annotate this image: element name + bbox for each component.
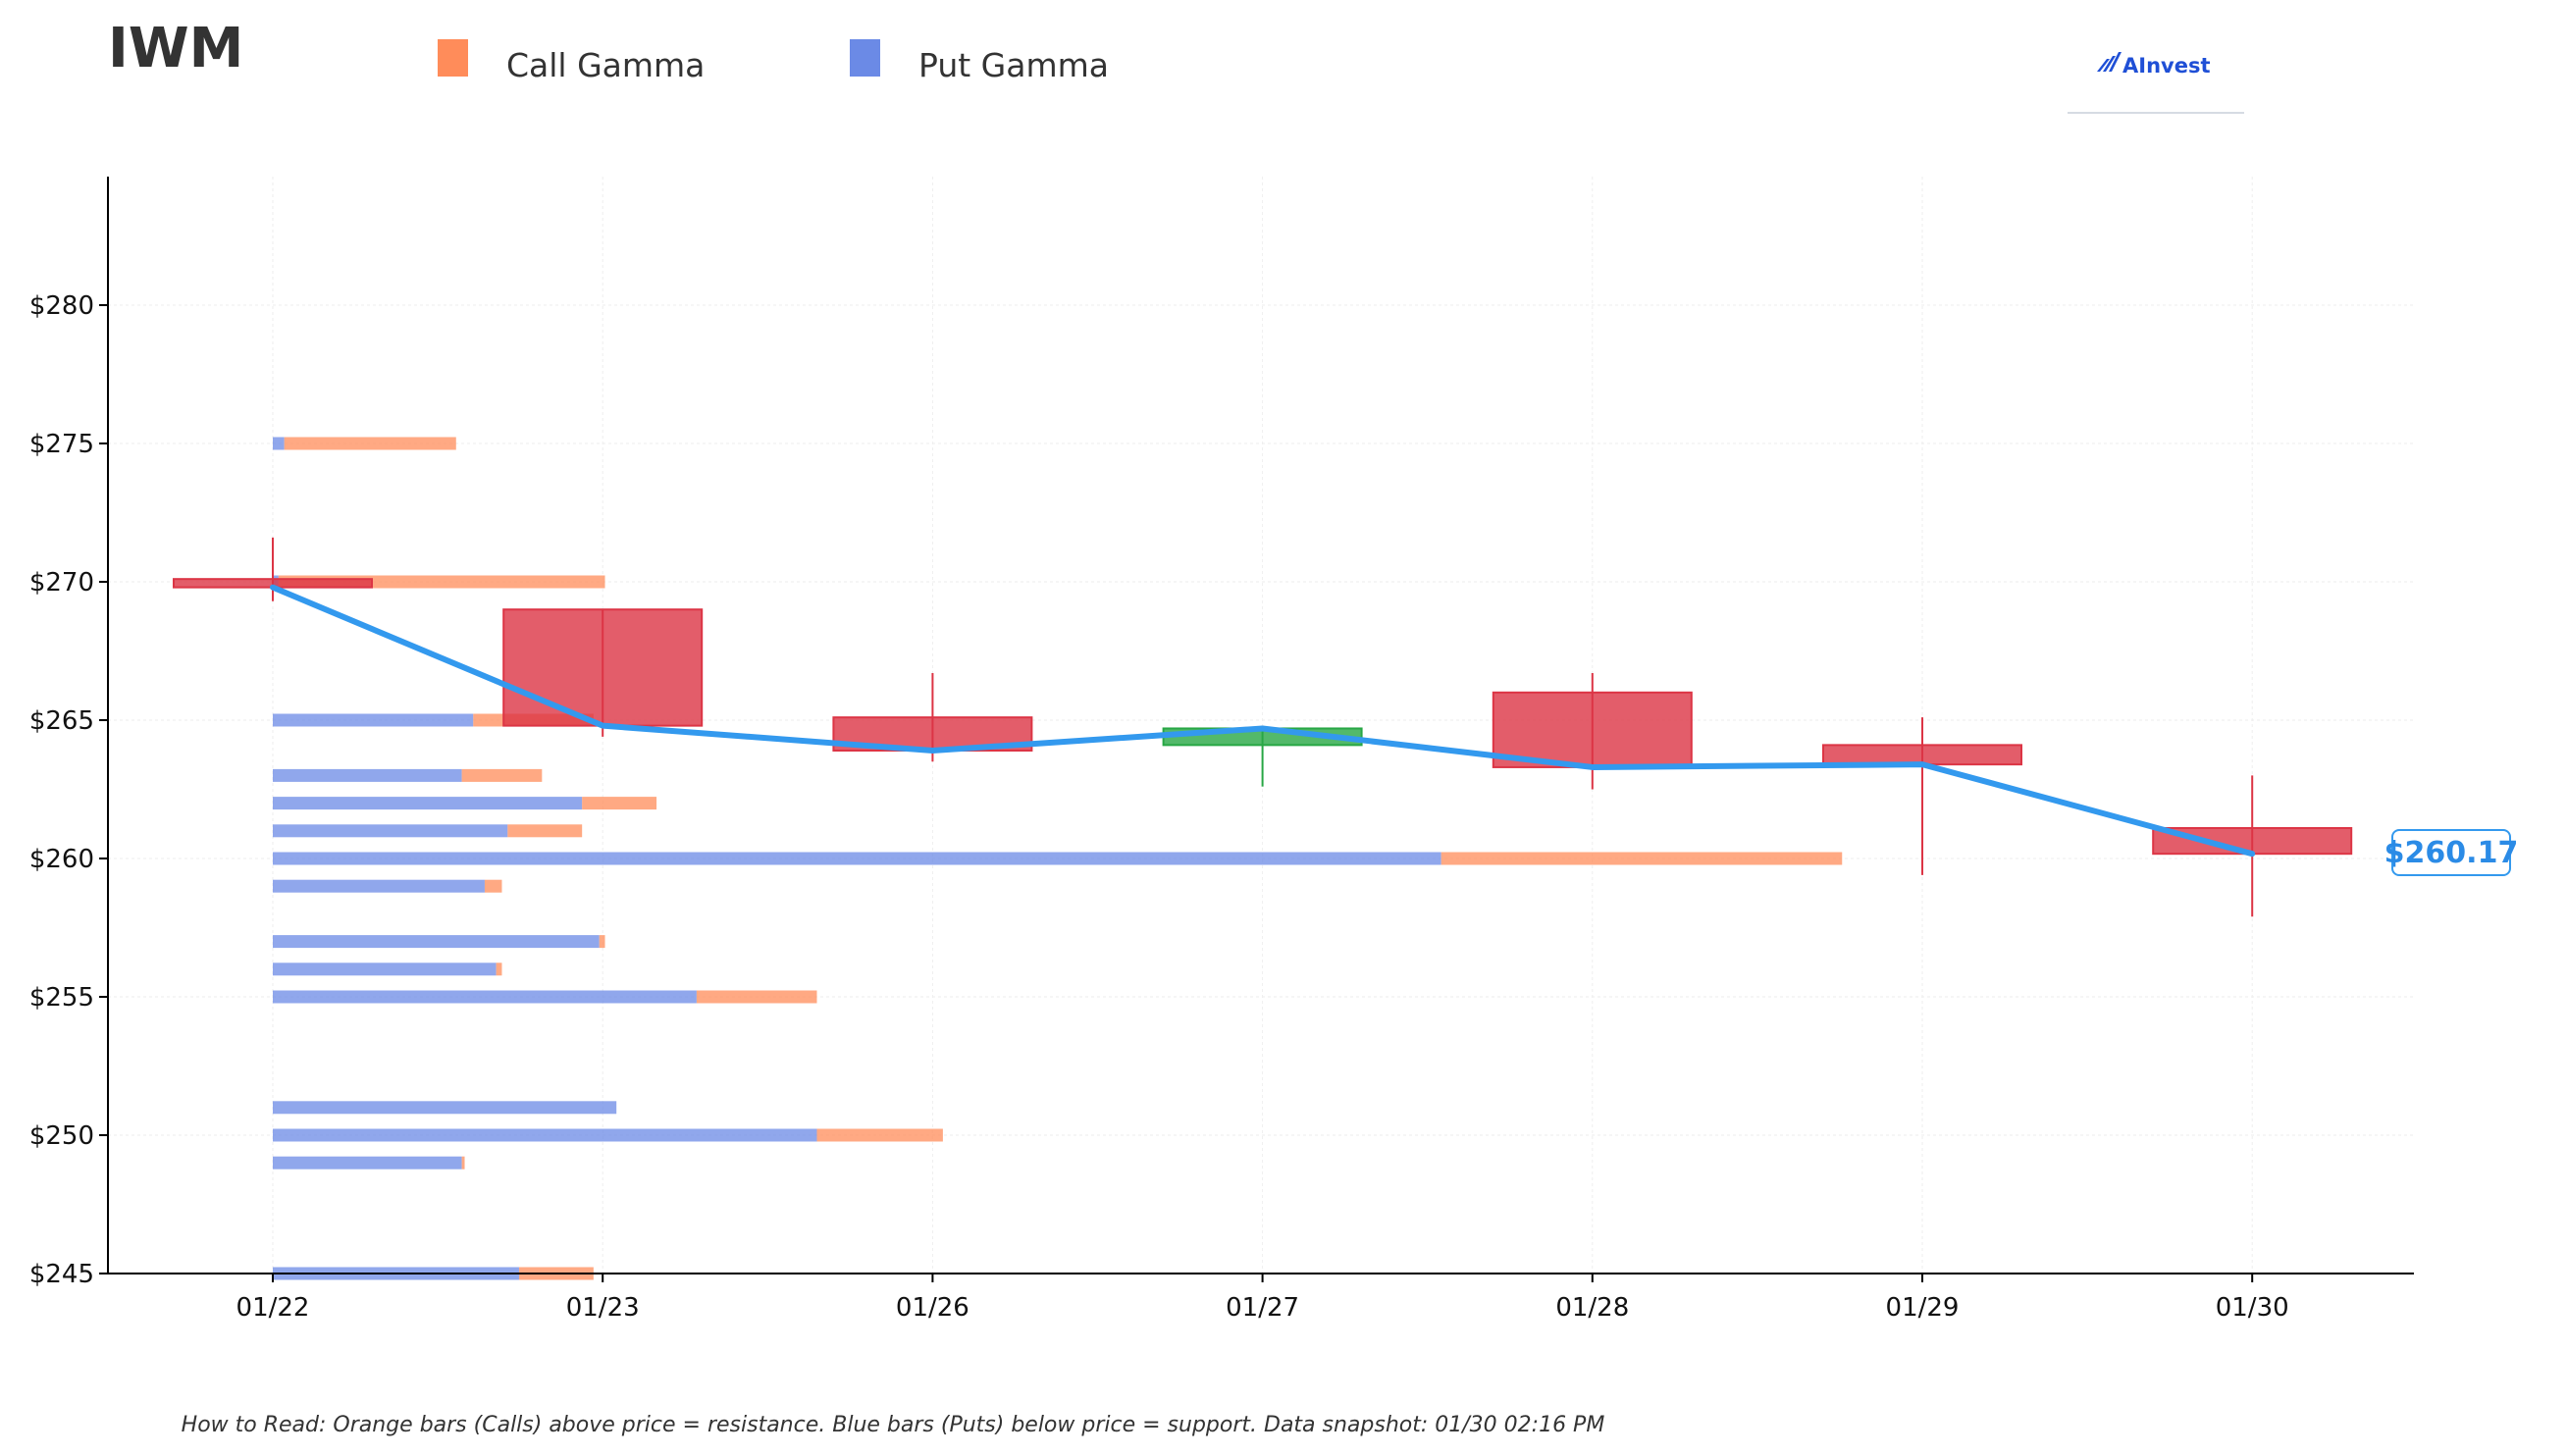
footnote: How to Read: Orange bars (Calls) above p…	[182, 1413, 1605, 1437]
legend: Call Gamma Put Gamma	[438, 39, 1109, 84]
y-tick-label: $275	[29, 430, 94, 459]
price-line	[270, 584, 2256, 858]
x-tick-label: 01/29	[1886, 1293, 1960, 1323]
put-gamma-legend-label: Put Gamma	[918, 46, 1109, 84]
put-gamma-bar	[273, 797, 583, 810]
call-gamma-bar	[1441, 852, 1843, 865]
call-gamma-bar	[461, 768, 543, 782]
y-tick-label: $280	[29, 291, 94, 321]
current-price-box	[2391, 829, 2511, 876]
call-gamma-legend-swatch	[438, 39, 468, 77]
put-gamma-bar	[273, 852, 1441, 865]
tick-labels: 01/22 01/23 01/26 01/27 01/28 01/29 01/30 $245 $…	[29, 291, 2289, 1323]
call-gamma-bar	[696, 990, 817, 1004]
x-tick-label: 01/27	[1226, 1293, 1299, 1323]
call-gamma-bar	[816, 1128, 943, 1142]
put-gamma-bar	[273, 1156, 462, 1170]
x-tick-label: 01/22	[236, 1293, 310, 1323]
call-gamma-bar	[284, 437, 456, 450]
put-gamma-bar	[273, 990, 697, 1004]
call-gamma-bar	[507, 824, 583, 838]
put-gamma-bar	[273, 824, 508, 838]
call-gamma-bar	[599, 935, 605, 949]
y-tick-label: $250	[29, 1121, 94, 1151]
axes	[107, 177, 2414, 1274]
price-line-layer	[270, 584, 2256, 858]
candle-body	[2152, 826, 2353, 856]
put-gamma-bar	[273, 437, 285, 450]
x-tick-label: 01/30	[2216, 1293, 2289, 1323]
x-tick-label: 01/26	[896, 1293, 969, 1323]
call-gamma-bar	[484, 879, 502, 893]
put-gamma-bar	[273, 879, 485, 893]
put-gamma-bar	[273, 713, 474, 727]
put-gamma-bar	[273, 1128, 817, 1142]
y-tick-label: $255	[29, 983, 94, 1013]
current-price-tag: $260.17	[2384, 829, 2519, 876]
y-tick-label: $270	[29, 568, 94, 598]
x-tick-label: 01/23	[566, 1293, 640, 1323]
x-tick-label: 01/28	[1555, 1293, 1629, 1323]
put-gamma-bar	[273, 935, 600, 949]
put-gamma-legend-swatch	[850, 39, 880, 77]
call-gamma-bar	[582, 797, 657, 810]
current-price-label: $260.17	[2384, 836, 2519, 870]
put-gamma-bar	[273, 768, 462, 782]
gamma-bars	[273, 437, 1843, 1280]
candle-body	[1492, 691, 1693, 768]
call-gamma-bar	[496, 962, 502, 976]
logo-text: AInvest	[2122, 54, 2211, 78]
call-gamma-bar	[461, 1156, 465, 1170]
candle-body	[502, 608, 704, 727]
ticker-title: IWM	[108, 17, 243, 80]
ainvest-logo: AInvest	[2068, 52, 2244, 114]
y-tick-label: $245	[29, 1260, 94, 1289]
y-tick-label: $260	[29, 845, 94, 874]
put-gamma-bar	[273, 1101, 617, 1115]
call-gamma-legend-label: Call Gamma	[506, 46, 705, 84]
put-gamma-bar	[273, 962, 497, 976]
logo-mark-icon	[2097, 52, 2122, 72]
y-tick-label: $265	[29, 706, 94, 736]
